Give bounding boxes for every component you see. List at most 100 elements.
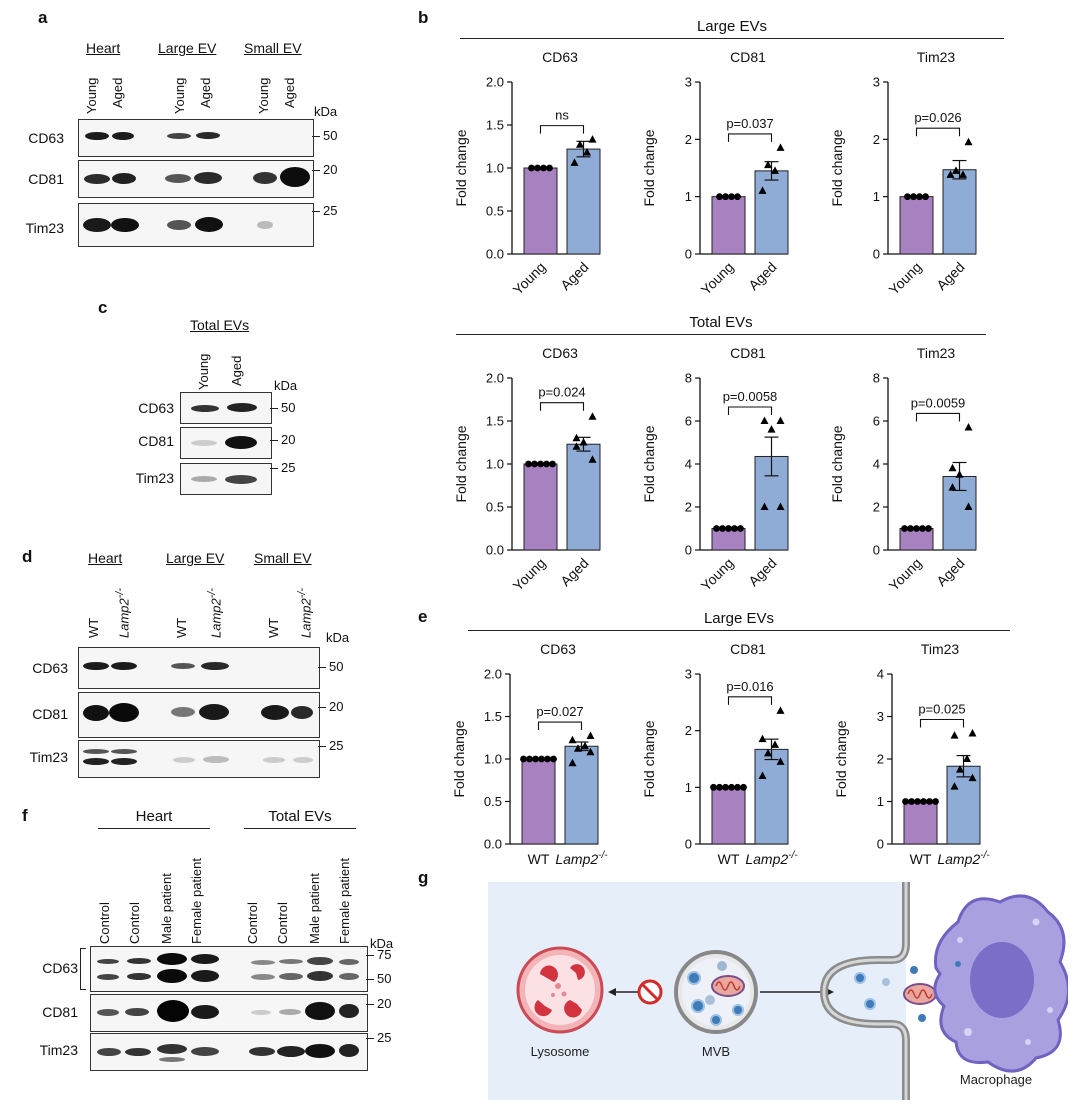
y-tick-label: 1.5: [484, 709, 502, 724]
x-tick-label: Young: [886, 259, 925, 298]
data-point: [776, 143, 785, 151]
chart-total-ev-cd81: CD81 Fold change 0 2 4 6 8 p=0.0058 Young Aged: [641, 345, 789, 594]
data-point: [534, 164, 541, 172]
data-point: [716, 193, 723, 201]
group-header-heart: Heart: [88, 550, 123, 566]
data-point: [568, 758, 577, 767]
data-point: [776, 757, 785, 765]
x-tick-label: Aged: [745, 259, 779, 293]
data-point: [908, 798, 915, 805]
significance-label: p=0.016: [726, 679, 773, 694]
kda-label: kDa: [314, 104, 338, 119]
chart-title: CD63: [542, 345, 578, 361]
blot-strip: [78, 119, 314, 157]
data-point: [767, 425, 776, 433]
y-tick-label: 1.5: [486, 118, 504, 133]
blot-strip: [180, 463, 272, 495]
significance-label: p=0.024: [538, 385, 585, 400]
chart-large-ev-cd63: CD63 Fold change 0.0 0.5 1.0 1.5 2.0 ns Young Age…: [453, 49, 601, 298]
x-tick-label: Lamp2-/-: [937, 850, 990, 867]
bar: [523, 463, 558, 551]
x-tick-label: Lamp2-/-: [745, 850, 798, 867]
x-tick-label: Young: [698, 259, 737, 298]
bar: [711, 786, 746, 845]
data-point: [952, 166, 960, 174]
bar: [903, 801, 938, 845]
y-tick-label: 4: [873, 457, 880, 472]
significance-bracket: [727, 696, 773, 705]
data-point: [926, 798, 933, 805]
chart-title: Tim23: [921, 641, 960, 657]
y-tick-label: 4: [685, 457, 692, 472]
data-point: [758, 734, 767, 743]
lysosome-label: Lysosome: [531, 1044, 590, 1059]
y-tick-label: 4: [877, 667, 884, 682]
data-point: [531, 460, 538, 468]
data-point: [758, 771, 767, 779]
y-tick-label: 1.0: [486, 161, 504, 176]
section-title-large-evs: Large EVs: [696, 18, 768, 35]
protein-label-cd63: CD63: [42, 960, 78, 976]
lane-label: Control: [275, 902, 290, 944]
mvb-label: MVB: [702, 1044, 730, 1059]
data-point: [925, 525, 932, 532]
data-point: [528, 164, 535, 172]
kda-marker: 50: [366, 971, 391, 986]
data-point: [728, 193, 735, 201]
data-point: [963, 754, 971, 762]
protein-label-cd63: CD63: [28, 130, 64, 146]
data-point: [902, 798, 909, 805]
lane-label: Aged: [110, 77, 125, 108]
data-point: [568, 735, 577, 744]
data-point: [734, 783, 741, 791]
data-point: [572, 433, 581, 442]
kda-marker: 20: [318, 699, 343, 714]
y-tick-label: 0.5: [486, 204, 504, 219]
lane-label: Young: [84, 77, 99, 114]
data-point: [740, 783, 747, 791]
group-header-small-ev: Small EV: [244, 40, 302, 56]
data-point: [574, 744, 582, 752]
significance-bracket: [915, 412, 961, 422]
y-tick-label: 1: [873, 189, 880, 204]
y-tick-label: 2.0: [486, 371, 504, 386]
data-point: [946, 170, 955, 178]
data-point: [932, 798, 939, 805]
protein-label-cd63: CD63: [138, 400, 174, 416]
panel-label-d: d: [22, 547, 33, 566]
lane-label: Female patient: [189, 858, 204, 944]
y-tick-label: 2: [685, 500, 692, 515]
blot-strip: [90, 946, 368, 992]
chart-title: Tim23: [917, 49, 956, 65]
significance-bracket: [539, 125, 585, 134]
y-axis-label: Fold change: [641, 425, 657, 502]
panel-label-f: f: [22, 806, 28, 825]
data-point: [776, 502, 785, 510]
data-point: [581, 741, 589, 750]
group-header-large-ev: Large EV: [158, 40, 217, 56]
x-tick-label: Young: [886, 555, 925, 594]
y-tick-label: 1: [685, 189, 692, 204]
data-point: [771, 166, 779, 174]
y-tick-label: 1.5: [486, 414, 504, 429]
blot-strip: [78, 160, 314, 198]
chart-title: CD81: [730, 49, 766, 65]
data-point: [543, 460, 550, 468]
lane-label: Aged: [229, 355, 244, 386]
y-tick-label: 2: [685, 723, 692, 738]
lane-label: Control: [245, 902, 260, 944]
y-tick-label: 2: [873, 132, 880, 147]
panel-label-e: e: [418, 607, 428, 626]
chart-title: CD63: [542, 49, 578, 65]
blot-strip: [180, 427, 272, 459]
significance-bracket: [537, 721, 583, 731]
y-tick-label: 2.0: [486, 75, 504, 90]
panel-label-g: g: [418, 868, 429, 887]
x-tick-label: WT: [718, 851, 740, 867]
lane-label: Young: [196, 353, 211, 390]
data-point: [588, 455, 597, 463]
blocked-arrow-icon: [608, 979, 663, 1005]
protein-label-tim23: Tim23: [29, 749, 68, 765]
y-axis-label: Fold change: [833, 720, 849, 797]
chart-large-ev-tim23: Tim23 Fold change 0 1 2 3 p=0.026 Young Aged: [829, 49, 977, 298]
